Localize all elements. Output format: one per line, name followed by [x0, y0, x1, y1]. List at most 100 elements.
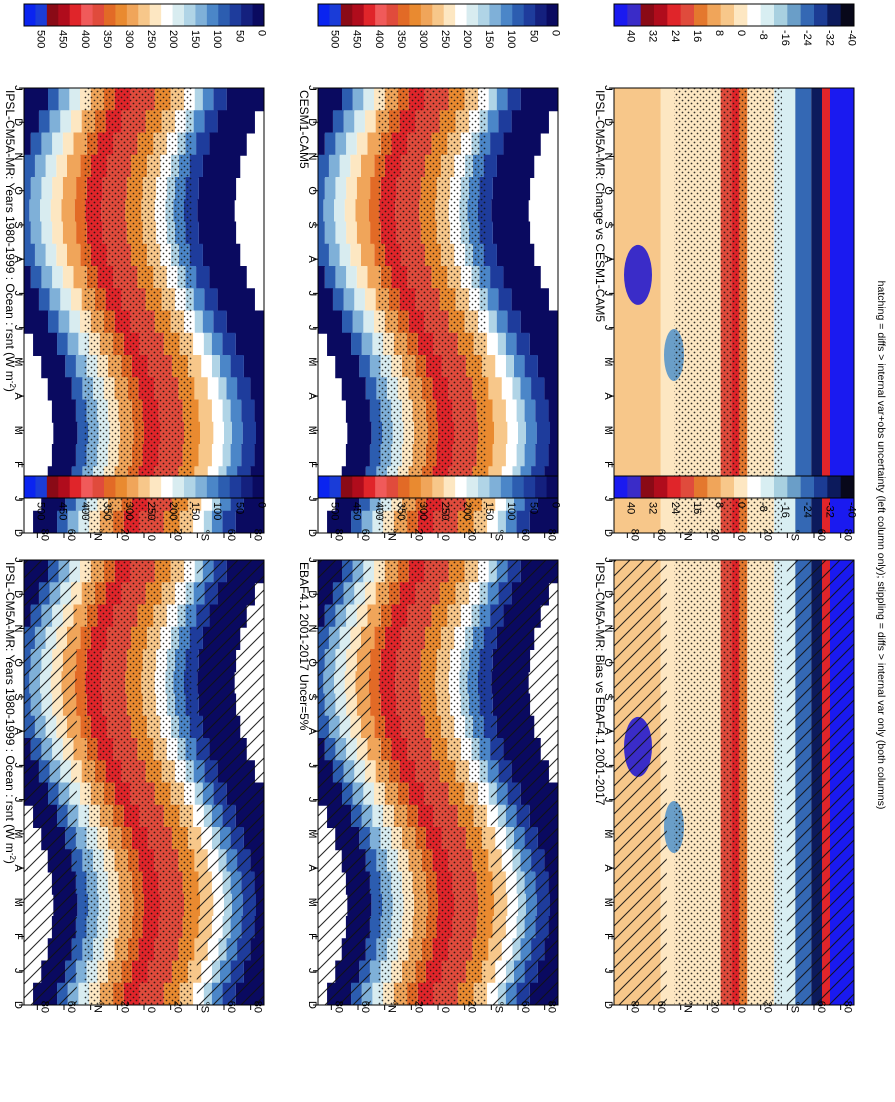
field-cell [38, 288, 50, 312]
field-cell [198, 221, 237, 245]
lat-tick-label: 60 [519, 1001, 531, 1013]
field-cell [57, 510, 68, 533]
colorbar-swatch [206, 476, 219, 498]
panel-title: IPSL-CM5A-MR: Change vs CESM1-CAM5 [593, 90, 607, 322]
field-cell [34, 243, 46, 267]
lat-tick-label: 80 [628, 1001, 640, 1013]
field-cell [60, 110, 71, 134]
colorbar-tick-label: 250 [439, 502, 451, 520]
field-cell [77, 421, 88, 445]
month-tick-label: M [602, 426, 614, 435]
colorbar-swatch [720, 476, 735, 498]
month-tick-label: M [12, 898, 24, 907]
field-cell [24, 154, 35, 178]
field-cell [369, 916, 381, 940]
colorbar-swatch [420, 476, 433, 498]
field-cell [356, 132, 368, 156]
panel-bottom-right: 80 60 °N 20 0 20 °S 60 80DJFMAMJJASONDJIPSL-CM5A… [593, 3, 857, 541]
field-cell [66, 154, 81, 178]
colorbar-tick-label: 8 [713, 502, 725, 508]
lat-tick-label: 20 [708, 529, 720, 541]
colorbar-swatch [115, 476, 128, 498]
month-tick-label: M [602, 357, 614, 366]
colorbar-frame [613, 475, 855, 499]
colorbar-swatch [500, 476, 513, 498]
field-cell [372, 332, 384, 356]
field-cell [324, 132, 336, 156]
colorbar-swatch [489, 476, 502, 498]
field-cell [217, 110, 255, 134]
field-cell [496, 310, 508, 334]
colorbar-swatch [138, 4, 151, 26]
field-cell [354, 288, 365, 312]
field-cell [60, 288, 71, 312]
field-cell [354, 110, 365, 134]
field-cell [202, 154, 241, 178]
field-cell [213, 310, 227, 334]
colorbar-tick-label: 400 [373, 502, 385, 520]
colorbar-tick-label: 16 [691, 30, 703, 42]
field-cell [370, 221, 381, 245]
colorbar-swatch [787, 476, 802, 498]
lat-tick-label: 80 [546, 529, 558, 541]
colorbar-swatch [352, 476, 365, 498]
field-cell [507, 310, 521, 334]
field-cell [71, 377, 83, 401]
field-cell [49, 110, 61, 134]
colorbar-swatch [218, 476, 231, 498]
field-cell [324, 221, 336, 245]
colorbar-swatch [340, 476, 353, 498]
field-cell [365, 377, 377, 401]
lat-tick-label: 60 [65, 529, 77, 541]
field-cell [516, 444, 525, 468]
lat-tick-label: 0 [439, 535, 451, 541]
month-tick-label: D [306, 118, 318, 126]
lat-tick-label: 60 [655, 529, 667, 541]
field-cell [75, 960, 87, 984]
field-cell [548, 399, 558, 423]
colorbar-swatch [58, 4, 71, 26]
field-cell [346, 177, 357, 201]
field-cell [318, 288, 333, 312]
colorbar-tick-label: 250 [439, 30, 451, 48]
colorbar-swatch [814, 476, 828, 498]
colorbar-swatch [654, 476, 668, 498]
field-cell [531, 377, 545, 401]
month-tick-label: A [306, 255, 318, 263]
hatching [196, 560, 264, 1005]
field-cell [30, 177, 42, 201]
field-cell [75, 399, 87, 423]
field-cell [323, 199, 334, 223]
month-tick-label: A [12, 864, 24, 872]
colorbar-swatch [409, 476, 422, 498]
colorbar-swatch [35, 4, 48, 26]
lat-tick-label: °S [198, 529, 210, 541]
colorbar-swatch [627, 4, 642, 26]
month-tick-label: F [306, 933, 318, 940]
field-cell [318, 199, 324, 223]
field-cell [211, 355, 220, 379]
colorbar-swatch [443, 476, 456, 498]
field-cell [211, 399, 223, 423]
colorbar-swatch [523, 476, 536, 498]
colorbar-tick-label: -8 [757, 30, 769, 40]
colorbar-swatch [149, 4, 162, 26]
month-tick-label: O [306, 186, 318, 195]
lat-tick-label: 0 [439, 1007, 451, 1013]
lat-tick-label: 20 [762, 1001, 774, 1013]
colorbar-tick-label: 200 [167, 502, 179, 520]
colorbar-swatch [352, 4, 365, 26]
field-cell [371, 893, 382, 917]
month-tick-label: M [602, 829, 614, 838]
colorbar-tick-label: 450 [351, 502, 363, 520]
colorbar-swatch [398, 476, 410, 498]
field-cell [204, 288, 218, 312]
month-tick-label: J [602, 968, 614, 974]
field-cell [73, 266, 87, 290]
field-cell [241, 399, 255, 423]
colorbar-swatch [707, 476, 722, 498]
colorbar-tick-label: 0 [255, 502, 267, 508]
colorbar-swatch [640, 476, 655, 498]
field-cell [356, 221, 371, 245]
field-cell [33, 510, 58, 533]
